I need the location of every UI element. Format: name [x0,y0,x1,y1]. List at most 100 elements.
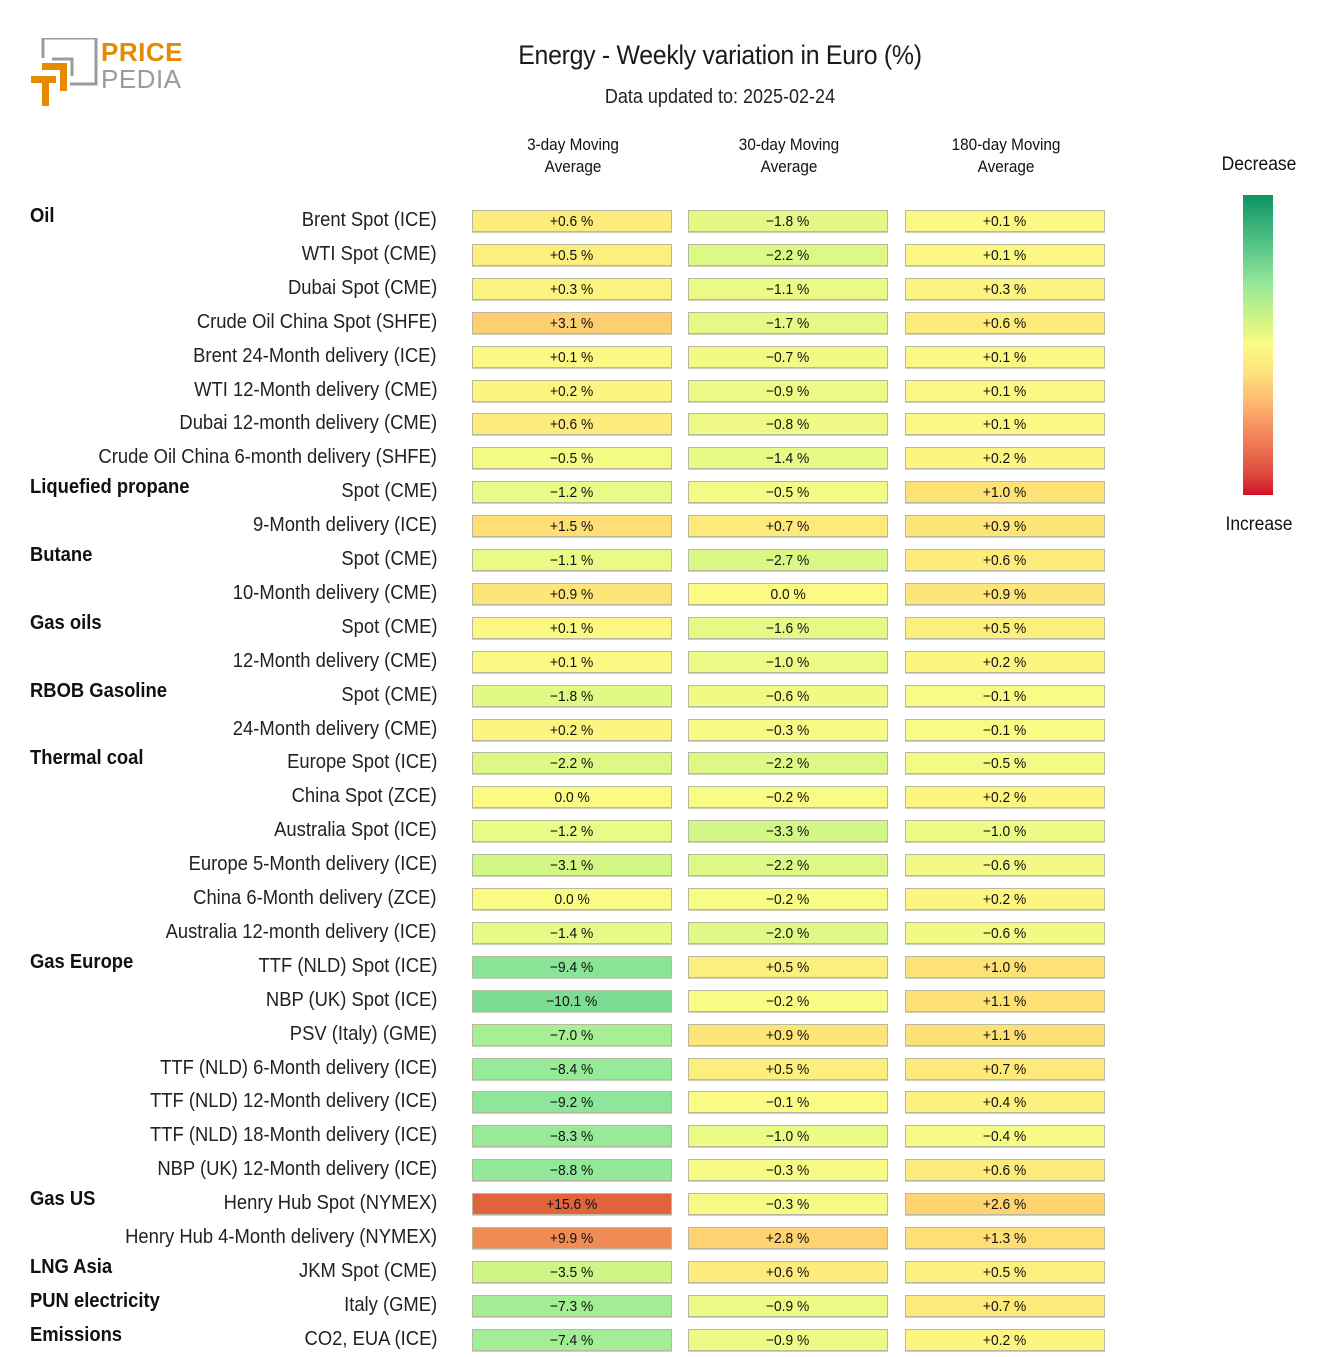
heatmap-cell-180day: +0.7 % [905,1294,1105,1317]
column-header-3day: 3-day Moving Average [482,134,664,178]
cell-value: −7.3 % [550,1297,594,1315]
column-header-line: 180-day Moving [951,135,1061,154]
cell-value: +0.6 % [766,1263,810,1281]
cell-value: −8.4 % [550,1060,594,1078]
heatmap-cell-30day: −0.9 % [688,379,888,402]
heatmap-cell-30day: −0.8 % [688,413,888,436]
row-label: Australia Spot (ICE) [274,819,437,842]
cell-value: +0.5 % [983,619,1027,637]
legend-color-scale [1243,195,1273,495]
heatmap-cell-30day: −2.7 % [688,549,888,571]
row-label: Brent Spot (ICE) [302,209,437,231]
cell-value: −10.1 % [546,992,598,1010]
row-label: Dubai Spot (CME) [287,276,437,299]
heatmap-cell-30day: +0.7 % [688,515,888,538]
heatmap-cell-3day: −3.1 % [472,854,672,877]
row-label: TTF (NLD) Spot (ICE) [258,954,437,977]
heatmap-cell-3day: −7.4 % [472,1328,672,1351]
column-header-30day: 30-day Moving Average [698,134,880,178]
heatmap-cell-180day: +0.3 % [905,277,1105,300]
cell-value: −1.0 % [766,1128,810,1146]
cell-value: −0.8 % [766,416,810,434]
heatmap-cell-30day: −0.2 % [688,888,888,910]
cell-value: +0.9 % [766,1026,810,1044]
heatmap-cell-3day: +1.5 % [472,515,672,538]
cell-value: −7.0 % [550,1026,594,1044]
heatmap-cell-30day: 0.0 % [688,582,888,605]
cell-value: +0.5 % [983,1263,1027,1281]
heatmap-cell-3day: −2.2 % [472,752,672,775]
cell-value: +0.1 % [983,246,1027,264]
row-label: Crude Oil China Spot (SHFE) [196,310,437,333]
heatmap-cell-3day: +0.6 % [472,210,672,232]
cell-value: −2.2 % [766,246,810,264]
heatmap-cell-30day: −0.3 % [688,1193,888,1216]
heatmap-cell-180day: +0.2 % [905,1328,1105,1351]
heatmap-cell-180day: +0.5 % [905,1260,1105,1283]
cell-value: +0.2 % [983,450,1027,468]
heatmap-cell-3day: −10.1 % [472,989,672,1012]
cell-value: −9.4 % [550,958,594,976]
chart-title: Energy - Weekly variation in Euro (%) [518,40,922,70]
cell-value: −7.4 % [550,1331,594,1349]
cell-value: −0.1 % [766,1094,810,1112]
heatmap-cell-3day: −8.8 % [472,1159,672,1182]
cell-value: −3.1 % [550,857,594,875]
heatmap-cell-3day: −1.8 % [472,684,672,707]
cell-value: +0.2 % [983,891,1027,908]
heatmap-cell-3day: −8.3 % [472,1125,672,1148]
heatmap-cell-30day: +2.8 % [688,1227,888,1249]
logo-text-price: PRICE [101,37,183,67]
cell-value: +0.2 % [550,721,594,739]
cell-value: −1.1 % [766,280,810,298]
row-label: TTF (NLD) 6-Month delivery (ICE) [159,1056,437,1079]
cell-value: 0.0 % [554,789,590,807]
cell-value: −1.4 % [550,924,594,942]
cell-value: −1.8 % [550,687,594,705]
heatmap-cell-30day: −0.3 % [688,718,888,741]
heatmap-cell-30day: −1.1 % [688,277,888,300]
cell-value: −0.7 % [766,348,810,366]
heatmap-cell-180day: +0.6 % [905,311,1105,334]
cell-value: −0.2 % [766,891,810,908]
heatmap-cell-180day: +0.9 % [905,582,1105,605]
heatmap-cell-30day: −1.4 % [688,447,888,470]
cell-value: +0.5 % [550,246,594,264]
heatmap-cell-180day: +1.3 % [905,1227,1105,1249]
row-label: Spot (CME) [340,615,437,638]
row-label: Europe 5-Month delivery (ICE) [188,853,437,876]
group-label: Butane [30,544,93,566]
cell-value: −1.6 % [766,619,810,637]
heatmap-cell-180day: +0.2 % [905,888,1105,910]
row-label: Spot (CME) [340,480,437,503]
heatmap-cell-180day: −0.5 % [905,752,1105,775]
row-label: 9-Month delivery (ICE) [252,514,437,537]
cell-value: +0.9 % [983,585,1027,603]
heatmap-cell-30day: −2.2 % [688,854,888,877]
heatmap-cell-30day: −0.1 % [688,1091,888,1114]
heatmap-cell-30day: −0.7 % [688,345,888,368]
heatmap-cell-30day: −0.6 % [688,684,888,707]
cell-value: +0.7 % [983,1060,1027,1078]
legend-decrease-label: Decrease [1221,154,1297,175]
row-label: China 6-Month delivery (ZCE) [193,887,437,909]
group-label: Oil [30,205,55,227]
cell-value: +0.2 % [983,789,1027,807]
heatmap-cell-3day: −1.2 % [472,481,672,504]
row-label: Spot (CME) [340,548,437,570]
heatmap-cell-180day: −0.1 % [905,684,1105,707]
cell-value: +0.5 % [766,958,810,976]
cell-value: −3.5 % [550,1263,594,1281]
row-label: TTF (NLD) 12-Month delivery (ICE) [149,1090,437,1113]
heatmap-cell-180day: −1.0 % [905,820,1105,843]
heatmap-cell-180day: +0.2 % [905,786,1105,809]
cell-value: −1.8 % [766,213,810,230]
cell-value: −0.1 % [983,721,1027,739]
row-label: Henry Hub Spot (NYMEX) [223,1192,437,1215]
cell-value: +1.1 % [983,992,1027,1010]
row-label: WTI 12-Month delivery (CME) [193,378,437,401]
heatmap-cell-180day: −0.6 % [905,921,1105,944]
cell-value: +0.4 % [983,1094,1027,1112]
cell-value: +0.7 % [983,1297,1027,1315]
cell-value: −0.6 % [983,924,1027,942]
